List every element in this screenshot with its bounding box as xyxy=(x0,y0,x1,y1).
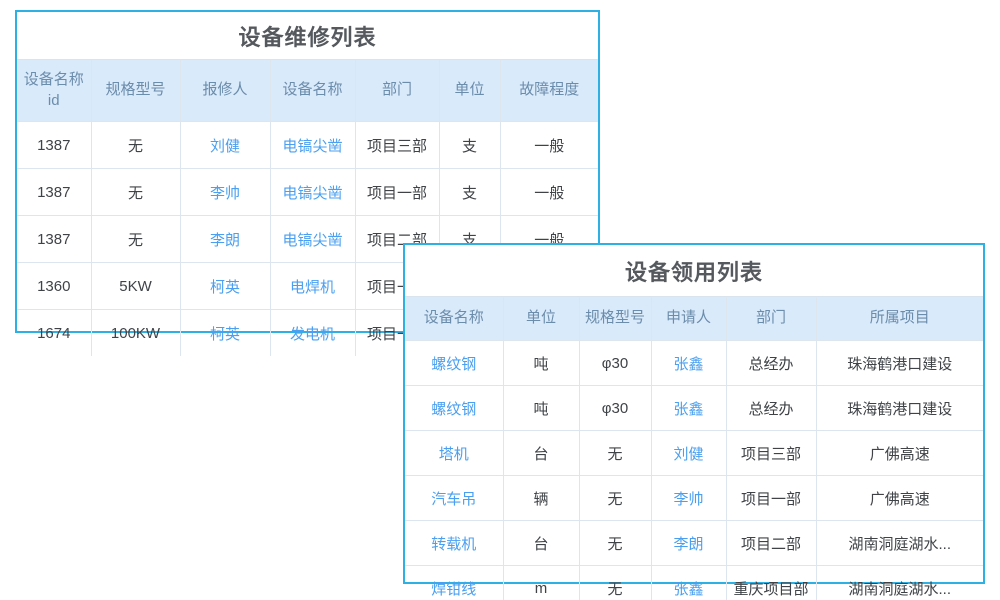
reporter-link[interactable]: 柯英 xyxy=(180,309,271,356)
cell-project: 广佛高速 xyxy=(816,430,983,476)
cell-unit: m xyxy=(503,565,580,600)
column-header-device-id: 设备名称id xyxy=(17,60,92,122)
device-name-link[interactable]: 汽车吊 xyxy=(405,475,504,521)
cell-project: 珠海鹤港口建设 xyxy=(816,340,983,386)
cell-project: 珠海鹤港口建设 xyxy=(816,385,983,431)
cell-spec: 100KW xyxy=(91,309,181,356)
cell-device-id: 1674 xyxy=(17,309,92,356)
cell-device-id: 1360 xyxy=(17,262,92,310)
reporter-link[interactable]: 李帅 xyxy=(180,168,271,216)
cell-department: 项目三部 xyxy=(355,121,440,169)
cell-department: 总经办 xyxy=(726,340,817,386)
requisition-table-card: 设备领用列表 设备名称 单位 规格型号 申请人 部门 所属项目 螺纹钢 吨 φ3… xyxy=(403,243,985,600)
cell-unit: 吨 xyxy=(503,340,580,386)
cell-project: 湖南洞庭湖水... xyxy=(816,520,983,566)
cell-department: 项目一部 xyxy=(726,475,817,521)
device-name-link[interactable]: 发电机 xyxy=(270,309,356,356)
reporter-link[interactable]: 柯英 xyxy=(180,262,271,310)
repair-table-card: 设备维修列表 设备名称id 规格型号 报修人 设备名称 部门 单位 故障程度 1… xyxy=(15,10,600,356)
requisition-header-row: 设备名称 单位 规格型号 申请人 部门 所属项目 xyxy=(405,297,983,341)
applicant-link[interactable]: 刘健 xyxy=(651,430,727,476)
column-header-unit: 单位 xyxy=(439,60,501,122)
cell-spec: φ30 xyxy=(579,340,652,386)
applicant-link[interactable]: 李帅 xyxy=(651,475,727,521)
applicant-link[interactable]: 张鑫 xyxy=(651,385,727,431)
cell-spec: φ30 xyxy=(579,385,652,431)
cell-spec: 无 xyxy=(579,430,652,476)
device-name-link[interactable]: 电镐尖凿 xyxy=(270,168,356,216)
cell-project: 广佛高速 xyxy=(816,475,983,521)
device-name-link[interactable]: 电焊机 xyxy=(270,262,356,310)
cell-spec: 无 xyxy=(579,565,652,600)
table-row: 焊钳线 m 无 张鑫 重庆项目部 湖南洞庭湖水... xyxy=(405,565,983,600)
cell-device-id: 1387 xyxy=(17,121,92,169)
column-header-spec: 规格型号 xyxy=(91,60,181,122)
device-name-link[interactable]: 转载机 xyxy=(405,520,504,566)
applicant-link[interactable]: 张鑫 xyxy=(651,340,727,386)
column-header-project: 所属项目 xyxy=(816,297,983,341)
device-name-link[interactable]: 螺纹钢 xyxy=(405,385,504,431)
cell-device-id: 1387 xyxy=(17,168,92,216)
repair-table: 设备名称id 规格型号 报修人 设备名称 部门 单位 故障程度 1387 无 刘… xyxy=(17,60,598,356)
table-row: 1387 无 李朗 电镐尖凿 项目二部 支 一般 xyxy=(17,215,598,263)
repair-header-row: 设备名称id 规格型号 报修人 设备名称 部门 单位 故障程度 xyxy=(17,60,598,122)
repair-table-title: 设备维修列表 xyxy=(17,12,598,60)
cell-spec: 无 xyxy=(579,520,652,566)
table-row: 汽车吊 辆 无 李帅 项目一部 广佛高速 xyxy=(405,475,983,521)
column-header-applicant: 申请人 xyxy=(651,297,727,341)
column-header-department: 部门 xyxy=(355,60,440,122)
table-row: 转载机 台 无 李朗 项目二部 湖南洞庭湖水... xyxy=(405,520,983,566)
table-row: 螺纹钢 吨 φ30 张鑫 总经办 珠海鹤港口建设 xyxy=(405,340,983,386)
applicant-link[interactable]: 李朗 xyxy=(651,520,727,566)
reporter-link[interactable]: 刘健 xyxy=(180,121,271,169)
cell-department: 项目三部 xyxy=(726,430,817,476)
table-row: 塔机 台 无 刘健 项目三部 广佛高速 xyxy=(405,430,983,476)
cell-unit: 吨 xyxy=(503,385,580,431)
cell-fault-level: 一般 xyxy=(500,168,598,216)
cell-department: 总经办 xyxy=(726,385,817,431)
cell-unit: 支 xyxy=(439,168,501,216)
cell-unit: 辆 xyxy=(503,475,580,521)
reporter-link[interactable]: 李朗 xyxy=(180,215,271,263)
requisition-table: 设备名称 单位 规格型号 申请人 部门 所属项目 螺纹钢 吨 φ30 张鑫 总经… xyxy=(405,297,983,600)
cell-spec: 5KW xyxy=(91,262,181,310)
cell-project: 湖南洞庭湖水... xyxy=(848,580,951,598)
cell-department: 项目二部 xyxy=(726,520,817,566)
applicant-link[interactable]: 张鑫 xyxy=(651,565,727,600)
cell-unit: 支 xyxy=(439,121,501,169)
cell-spec: 无 xyxy=(91,121,181,169)
column-header-reporter: 报修人 xyxy=(180,60,271,122)
cell-fault-level: 一般 xyxy=(500,121,598,169)
column-header-fault-level: 故障程度 xyxy=(500,60,598,122)
device-name-link[interactable]: 焊钳线 xyxy=(405,565,504,600)
cell-department: 项目一部 xyxy=(355,168,440,216)
cell-department: 重庆项目部 xyxy=(726,565,817,600)
cell-device-id: 1387 xyxy=(17,215,92,263)
table-row: 1387 无 刘健 电镐尖凿 项目三部 支 一般 xyxy=(17,121,598,169)
table-row: 1387 无 李帅 电镐尖凿 项目一部 支 一般 xyxy=(17,168,598,216)
table-row: 螺纹钢 吨 φ30 张鑫 总经办 珠海鹤港口建设 xyxy=(405,385,983,431)
column-header-device-name: 设备名称 xyxy=(405,297,504,341)
cell-unit: 台 xyxy=(503,430,580,476)
requisition-table-title: 设备领用列表 xyxy=(405,245,983,297)
column-header-spec: 规格型号 xyxy=(579,297,652,341)
column-header-device-name: 设备名称 xyxy=(270,60,356,122)
column-header-unit: 单位 xyxy=(503,297,580,341)
column-header-department: 部门 xyxy=(726,297,817,341)
device-name-link[interactable]: 电镐尖凿 xyxy=(270,215,356,263)
device-name-link[interactable]: 螺纹钢 xyxy=(405,340,504,386)
cell-spec: 无 xyxy=(91,215,181,263)
cell-spec: 无 xyxy=(91,168,181,216)
cell-unit: 台 xyxy=(503,520,580,566)
device-name-link[interactable]: 电镐尖凿 xyxy=(270,121,356,169)
cell-spec: 无 xyxy=(579,475,652,521)
device-name-link[interactable]: 塔机 xyxy=(405,430,504,476)
